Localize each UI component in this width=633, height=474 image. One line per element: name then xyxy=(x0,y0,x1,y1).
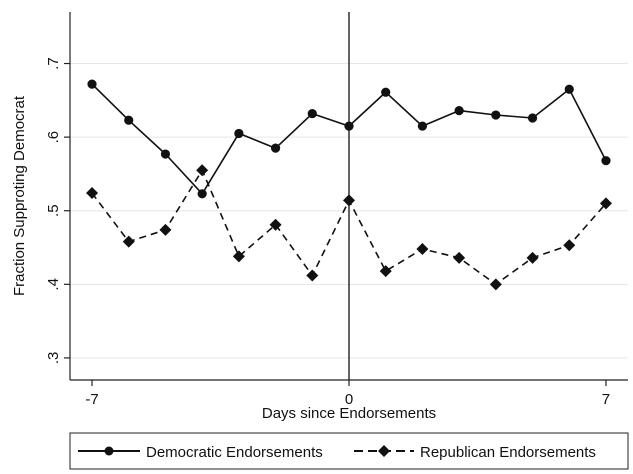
legend-democratic-marker xyxy=(104,446,114,456)
data-point-diamond xyxy=(379,265,392,278)
legend: Democratic Endorsements Republican Endor… xyxy=(69,432,629,470)
series-layer xyxy=(86,79,612,291)
y-tick-label: .4 xyxy=(45,278,62,291)
data-point-circle xyxy=(417,121,428,131)
x-axis-label: Days since Endorsements xyxy=(262,405,436,422)
data-point-diamond xyxy=(306,269,319,282)
data-point-circle xyxy=(344,121,354,131)
data-point-circle xyxy=(491,110,501,120)
data-point-circle xyxy=(527,113,538,123)
data-point-diamond xyxy=(86,187,99,200)
data-point-circle xyxy=(564,84,574,94)
y-tick-label: .5 xyxy=(45,204,62,217)
data-point-diamond xyxy=(159,223,172,236)
data-point-circle xyxy=(454,106,464,116)
data-point-diamond xyxy=(563,239,576,252)
x-axis-ticks: -7 0 7 xyxy=(85,380,610,408)
data-point-diamond xyxy=(343,194,355,207)
data-point-diamond xyxy=(489,278,502,291)
data-point-diamond xyxy=(122,235,135,248)
y-axis-ticks: .3 .4 .5 .6 .7 xyxy=(45,57,70,364)
data-point-diamond xyxy=(526,251,539,264)
y-tick-label: .7 xyxy=(45,57,62,70)
y-axis-label: Fraction Supproting Democrat xyxy=(11,95,28,296)
x-tick-label: -7 xyxy=(85,391,98,408)
data-point-diamond xyxy=(232,250,245,263)
y-tick-label: .3 xyxy=(45,352,62,365)
data-point-circle xyxy=(124,115,134,125)
x-tick-label: 0 xyxy=(345,391,353,408)
data-point-diamond xyxy=(269,218,282,231)
legend-box xyxy=(69,432,629,470)
data-point-circle xyxy=(601,156,611,166)
data-point-diamond xyxy=(599,197,612,210)
data-point-circle xyxy=(307,108,317,119)
data-point-circle xyxy=(197,189,207,199)
data-point-circle xyxy=(234,128,244,139)
data-point-circle xyxy=(381,87,391,97)
data-point-diamond xyxy=(453,251,466,264)
data-point-circle xyxy=(270,143,281,153)
legend-republican-marker xyxy=(378,445,390,457)
y-tick-label: .6 xyxy=(45,131,62,144)
data-point-circle xyxy=(87,79,97,89)
legend-republican-label: Republican Endorsements xyxy=(420,444,596,461)
x-tick-label: 7 xyxy=(602,391,610,408)
data-point-circle xyxy=(160,149,171,159)
legend-democratic-label: Democratic Endorsements xyxy=(146,444,323,461)
data-point-diamond xyxy=(416,242,429,255)
data-point-diamond xyxy=(196,164,209,177)
